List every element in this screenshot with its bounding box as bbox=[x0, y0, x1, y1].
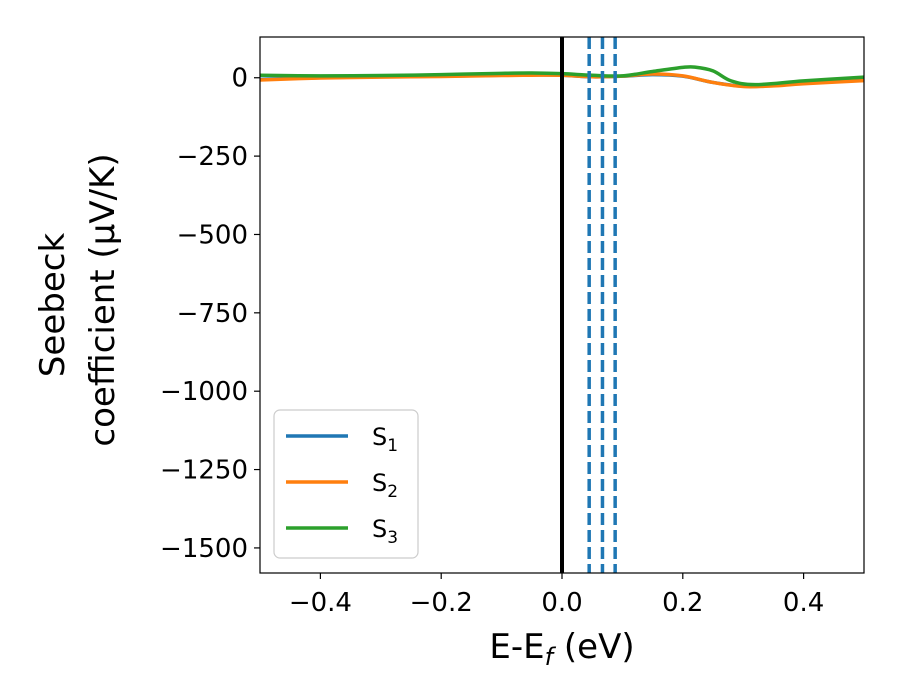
legend-box bbox=[273, 409, 419, 559]
plot-area bbox=[260, 37, 864, 573]
x-tick-label: 0.0 bbox=[541, 588, 582, 618]
y-tick-label: −500 bbox=[177, 220, 248, 250]
legend-label-s1: S1 bbox=[372, 423, 398, 456]
series-line-s3 bbox=[260, 64, 864, 87]
legend-label-s3: S3 bbox=[372, 515, 398, 548]
y-axis-label-line2: coefficient (μV/K) bbox=[83, 153, 123, 446]
y-tick-label: −250 bbox=[177, 142, 248, 172]
x-axis-label: E-Ef (eV) bbox=[489, 627, 634, 671]
y-axis-label-line1: Seebeck bbox=[33, 233, 73, 378]
y-tick-label: −1500 bbox=[160, 534, 248, 564]
x-tick-label: 0.2 bbox=[662, 588, 703, 618]
y-tick-label: −1250 bbox=[160, 456, 248, 486]
y-tick-label: −750 bbox=[177, 299, 248, 329]
y-tick-label: −1000 bbox=[160, 377, 248, 407]
legend-label-s2: S2 bbox=[372, 469, 398, 502]
x-axis-ticks: −0.4 −0.2 0.0 0.2 0.4 bbox=[289, 573, 824, 618]
x-tick-label: 0.4 bbox=[783, 588, 824, 618]
x-tick-label: −0.4 bbox=[289, 588, 352, 618]
x-tick-label: −0.2 bbox=[410, 588, 473, 618]
y-axis-label: Seebeck coefficient (μV/K) bbox=[33, 153, 123, 446]
y-axis-ticks: 0 −250 −500 −750 −1000 −1250 −1500 bbox=[160, 64, 260, 564]
y-tick-label: 0 bbox=[231, 64, 248, 94]
legend: S1 S2 S3 bbox=[273, 409, 419, 559]
